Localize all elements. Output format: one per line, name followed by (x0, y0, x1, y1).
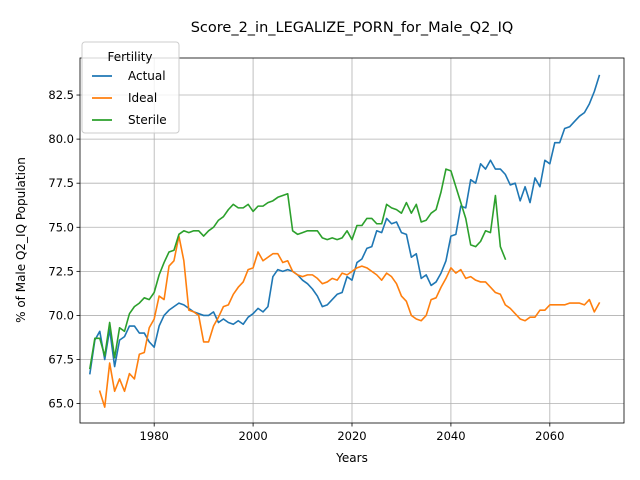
y-tick-label: 72.5 (48, 264, 74, 278)
chart-title: Score_2_in_LEGALIZE_PORN_for_Male_Q2_IQ (191, 20, 514, 36)
legend-frame (81, 41, 180, 134)
legend-label-ideal: Ideal (128, 91, 157, 105)
x-tick-label: 1980 (140, 429, 169, 443)
y-tick-label: 82.5 (48, 88, 74, 102)
x-axis-label: Years (335, 451, 368, 465)
series-line-sterile (88, 168, 507, 370)
legend-label-sterile: Sterile (128, 113, 167, 127)
x-tick-label: 2020 (337, 429, 366, 443)
y-tick-label: 75.0 (48, 220, 74, 234)
y-tick-label: 65.0 (48, 397, 74, 411)
y-tick-label: 67.5 (48, 353, 74, 367)
series-layer (88, 74, 601, 408)
legend-title: Fertility (107, 50, 152, 64)
legend: Fertility Actual Ideal Sterile (81, 41, 180, 134)
series-line-ideal (98, 235, 601, 408)
y-axis-label: % of Male Q2_IQ Population (14, 157, 28, 323)
y-tick-label: 77.5 (48, 176, 74, 190)
legend-label-actual: Actual (128, 69, 166, 83)
y-axis-ticks: 65.0 67.5 70.0 72.5 75.0 77.5 80.0 82.5 (48, 88, 80, 411)
x-axis-ticks: 1980 2000 2020 2040 2060 (140, 423, 564, 443)
y-tick-label: 70.0 (48, 308, 74, 322)
x-tick-label: 2060 (535, 429, 564, 443)
series-line-actual (88, 74, 601, 375)
x-tick-label: 2040 (436, 429, 465, 443)
x-tick-label: 2000 (238, 429, 267, 443)
y-tick-label: 80.0 (48, 132, 74, 146)
